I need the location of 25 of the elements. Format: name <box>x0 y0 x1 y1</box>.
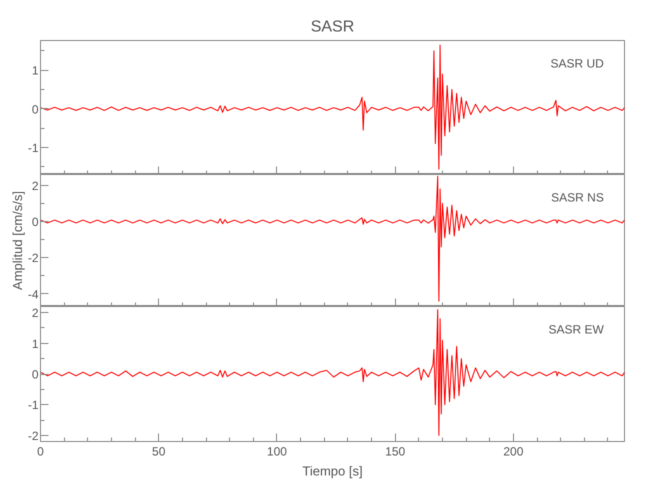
y-tick-label: 0 <box>32 102 39 116</box>
y-tick-label: -2 <box>28 428 39 443</box>
annotation: SASR EW <box>548 322 605 336</box>
x-tick-label: 150 <box>385 444 406 458</box>
annotation: SASR UD <box>550 56 604 70</box>
chart-title: SASR <box>310 18 354 36</box>
y-tick-label: -2 <box>28 251 39 266</box>
y-tick-label: 2 <box>32 306 39 320</box>
y-tick-label: 0 <box>32 215 39 230</box>
x-tick-label: 100 <box>266 444 288 458</box>
y-tick-label: -4 <box>28 287 39 302</box>
x-tick-label: 50 <box>152 444 166 458</box>
line-series <box>40 309 624 436</box>
line-series <box>40 176 624 302</box>
y-tick-label: -1 <box>28 140 39 155</box>
y-tick-label: 1 <box>32 64 39 78</box>
x-tick-label: 200 <box>503 444 524 458</box>
line-series <box>40 44 624 170</box>
y-axis-title: Amplitud [cm/s/s] <box>10 191 25 290</box>
annotation: SASR NS <box>551 190 604 204</box>
y-tick-label: -1 <box>28 398 39 412</box>
y-tick-label: 0 <box>32 368 39 382</box>
y-tick-label: 1 <box>32 336 39 351</box>
x-axis-title: Tiempo [s] <box>302 464 363 478</box>
y-tick-label: 2 <box>32 178 39 193</box>
